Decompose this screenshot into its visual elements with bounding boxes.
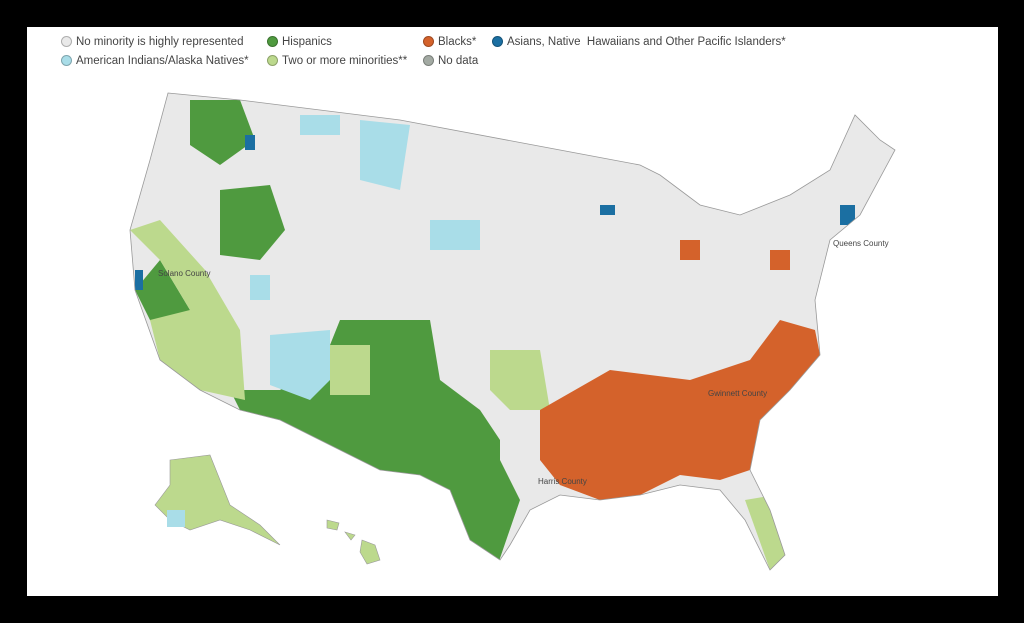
legend-swatch (61, 55, 72, 66)
legend-item[interactable]: No minority is highly represented (61, 35, 243, 49)
legend-label: Blacks* (438, 36, 477, 48)
region (330, 345, 370, 395)
legend-label: Two or more minorities** (282, 55, 408, 67)
region (167, 510, 185, 527)
region (300, 115, 340, 135)
legend: No minority is highly represented Hispan… (61, 35, 961, 75)
region (270, 330, 330, 400)
legend-label: No data (438, 55, 479, 67)
region (250, 275, 270, 300)
region (840, 205, 855, 225)
legend-item[interactable]: Blacks* (423, 35, 476, 49)
region (680, 240, 700, 260)
region (135, 270, 143, 290)
panel: No minority is highly represented Hispan… (27, 27, 998, 596)
legend-swatch (423, 55, 434, 66)
legend-swatch (423, 36, 434, 47)
us-outline (129, 92, 896, 571)
region (245, 135, 255, 150)
region (360, 120, 410, 190)
legend-item[interactable]: Two or more minorities** (267, 54, 407, 68)
map-label: Solano County (158, 269, 210, 278)
region (220, 185, 285, 260)
region (770, 250, 790, 270)
legend-label: Hispanics (282, 36, 332, 48)
region (490, 350, 550, 410)
region (430, 220, 480, 250)
legend-item[interactable]: Hispanics (267, 35, 332, 49)
legend-item[interactable]: Asians, Native Hawaiians and Other Pacif… (492, 35, 786, 49)
map-label: Harris County (538, 477, 587, 486)
region (130, 220, 245, 400)
legend-swatch (61, 36, 72, 47)
region (190, 100, 255, 165)
region (540, 320, 820, 500)
legend-item[interactable]: American Indians/Alaska Natives* (61, 54, 249, 68)
legend-item[interactable]: No data (423, 54, 478, 68)
map-label: Gwinnett County (708, 389, 767, 398)
legend-label: No minority is highly represented (76, 36, 244, 48)
legend-swatch (492, 36, 503, 47)
map-label: Queens County (833, 239, 889, 248)
region (600, 205, 615, 215)
hawaii (326, 519, 381, 565)
legend-label: American Indians/Alaska Natives* (76, 55, 249, 67)
legend-swatch (267, 36, 278, 47)
legend-swatch (267, 55, 278, 66)
alaska (154, 454, 281, 546)
map: Solano County Queens County Gwinnett Cou… (129, 92, 896, 571)
legend-label: Asians, Native Hawaiians and Other Pacif… (507, 36, 786, 48)
